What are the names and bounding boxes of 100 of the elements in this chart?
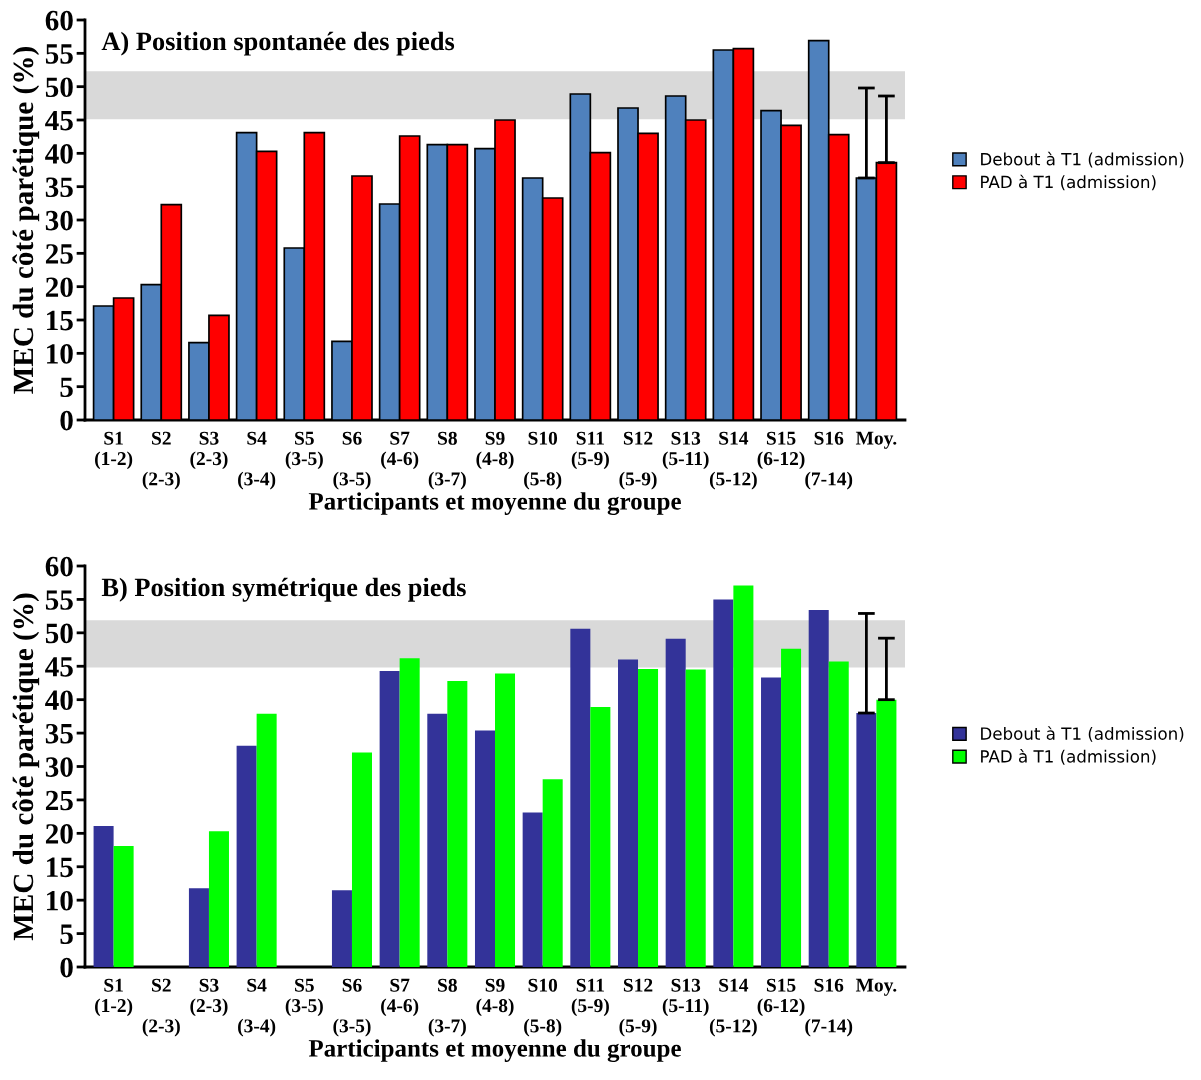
bar	[379, 670, 400, 967]
bar	[856, 713, 877, 967]
y-tick-label: 0	[60, 410, 73, 431]
bar	[876, 699, 897, 967]
category-label: S12 (5-9)	[619, 978, 657, 1037]
bar	[808, 610, 829, 967]
category-label: S6 (3-5)	[333, 431, 371, 490]
chart-title: B) Position symétrique des pieds	[101, 577, 466, 602]
y-tick-label: 20	[45, 277, 73, 298]
y-axis-title: MEC du côté parétique (%)	[12, 593, 40, 941]
bar	[113, 846, 134, 967]
x-tick-label: S15 (6-12)	[757, 431, 805, 470]
bar	[733, 585, 754, 967]
y-tick-label: 0	[60, 957, 73, 978]
y-axis-title: MEC du côté parétique (%)	[12, 47, 40, 394]
legend-label: Debout à T1 (admission)	[981, 151, 1184, 168]
bar	[685, 669, 706, 967]
chart-title: A) Position spontanée des pieds	[101, 31, 455, 56]
bar	[188, 888, 209, 967]
x-tick-label: S5 (3-5)	[285, 431, 323, 470]
y-tick-label: 45	[45, 657, 73, 677]
y-tick-label: 5	[60, 924, 73, 944]
y-tick-label: 30	[45, 210, 73, 231]
bar	[828, 661, 849, 967]
y-tick-label: 60	[45, 556, 73, 577]
legend-label: PAD à T1 (admission)	[981, 174, 1156, 191]
x-tick-label: S7 (4-6)	[381, 431, 419, 470]
x-tick-label: S5 (3-5)	[285, 978, 323, 1017]
category-label: S6 (3-5)	[333, 978, 371, 1037]
category-label: S10 (5-8)	[524, 431, 562, 490]
category-label: S8 (3-7)	[428, 431, 466, 490]
category-label: S8 (3-7)	[428, 978, 466, 1037]
y-tick-label: 35	[45, 177, 73, 198]
y-tick-label: 20	[45, 824, 73, 844]
x-tick-label: Moy.	[855, 431, 897, 449]
y-tick-label: 15	[47, 857, 73, 878]
bar	[638, 668, 659, 967]
y-tick-label: 10	[47, 344, 73, 364]
category-label: S12 (5-9)	[619, 431, 657, 490]
category-label: S2 (2-3)	[142, 978, 180, 1037]
category-label: S2 (2-3)	[142, 431, 180, 490]
x-tick-label: S9 (4-8)	[476, 431, 514, 470]
y-tick-label: 5	[60, 377, 73, 398]
y-tick-label: 40	[45, 144, 73, 164]
bar	[590, 707, 611, 967]
bar	[236, 745, 257, 967]
x-tick-label: Moy.	[855, 978, 897, 996]
y-tick-label: 30	[45, 757, 73, 777]
x-axis-title: Participants et moyenne du groupe	[308, 492, 681, 516]
y-tick-label: 35	[45, 723, 73, 744]
bar	[399, 658, 420, 967]
y-tick-label: 55	[45, 590, 73, 610]
x-tick-label: S9 (4-8)	[476, 978, 514, 1017]
category-label: S14 (5-12)	[709, 978, 757, 1037]
y-tick-label: 10	[47, 890, 73, 911]
y-tick-label: 40	[45, 690, 73, 711]
x-tick-label: S11 (5-9)	[571, 978, 609, 1017]
bar	[665, 638, 686, 967]
bar	[256, 713, 277, 967]
y-tick-label: 15	[47, 310, 73, 331]
bar	[331, 890, 352, 967]
x-tick-label: S11 (5-9)	[571, 431, 609, 470]
y-tick-label: 25	[45, 244, 73, 264]
y-tick-label: 45	[45, 110, 73, 131]
bar	[427, 713, 448, 967]
x-tick-label: S13 (5-11)	[662, 978, 709, 1017]
y-tick-label: 25	[45, 790, 73, 811]
bar	[618, 659, 639, 967]
bar	[447, 680, 468, 967]
bar	[713, 599, 734, 967]
bar	[351, 752, 372, 967]
bar	[93, 825, 114, 967]
x-tick-label: S15 (6-12)	[757, 978, 805, 1017]
x-tick-label: S1 (1-2)	[95, 978, 133, 1017]
y-tick-label: 50	[45, 623, 73, 644]
bar	[208, 831, 229, 967]
bar	[570, 628, 591, 967]
x-axis-title: Participants et moyenne du groupe	[308, 1039, 681, 1063]
bar	[474, 730, 495, 967]
bar	[522, 812, 543, 967]
bar	[781, 648, 802, 967]
bar	[761, 677, 782, 967]
category-label: S4 (3-4)	[238, 978, 276, 1037]
x-tick-label: S3 (2-3)	[190, 431, 228, 470]
x-tick-label: S1 (1-2)	[95, 431, 133, 470]
category-label: S16 (7-14)	[805, 431, 853, 490]
category-label: S10 (5-8)	[524, 978, 562, 1037]
y-tick-label: 50	[45, 77, 73, 98]
bar	[495, 673, 516, 967]
x-tick-label: S7 (4-6)	[381, 978, 419, 1017]
legend-label: Debout à T1 (admission)	[981, 726, 1184, 742]
y-tick-label: 55	[45, 44, 73, 64]
y-tick-label: 60	[45, 10, 73, 31]
bar	[542, 779, 563, 967]
category-label: S4 (3-4)	[238, 431, 276, 490]
legend-label: PAD à T1 (admission)	[981, 749, 1156, 765]
x-tick-label: S3 (2-3)	[190, 978, 228, 1017]
category-label: S14 (5-12)	[709, 431, 757, 490]
category-label: S16 (7-14)	[805, 978, 853, 1037]
x-tick-label: S13 (5-11)	[662, 431, 709, 470]
